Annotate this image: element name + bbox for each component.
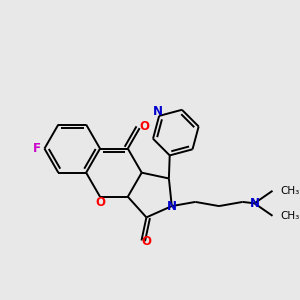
Text: O: O	[95, 196, 105, 209]
Text: CH₃: CH₃	[280, 186, 299, 196]
Text: N: N	[249, 197, 260, 210]
Text: N: N	[167, 200, 177, 213]
Text: O: O	[142, 236, 152, 248]
Text: F: F	[33, 142, 41, 155]
Text: O: O	[140, 120, 150, 133]
Text: N: N	[153, 105, 163, 118]
Text: CH₃: CH₃	[280, 211, 299, 221]
